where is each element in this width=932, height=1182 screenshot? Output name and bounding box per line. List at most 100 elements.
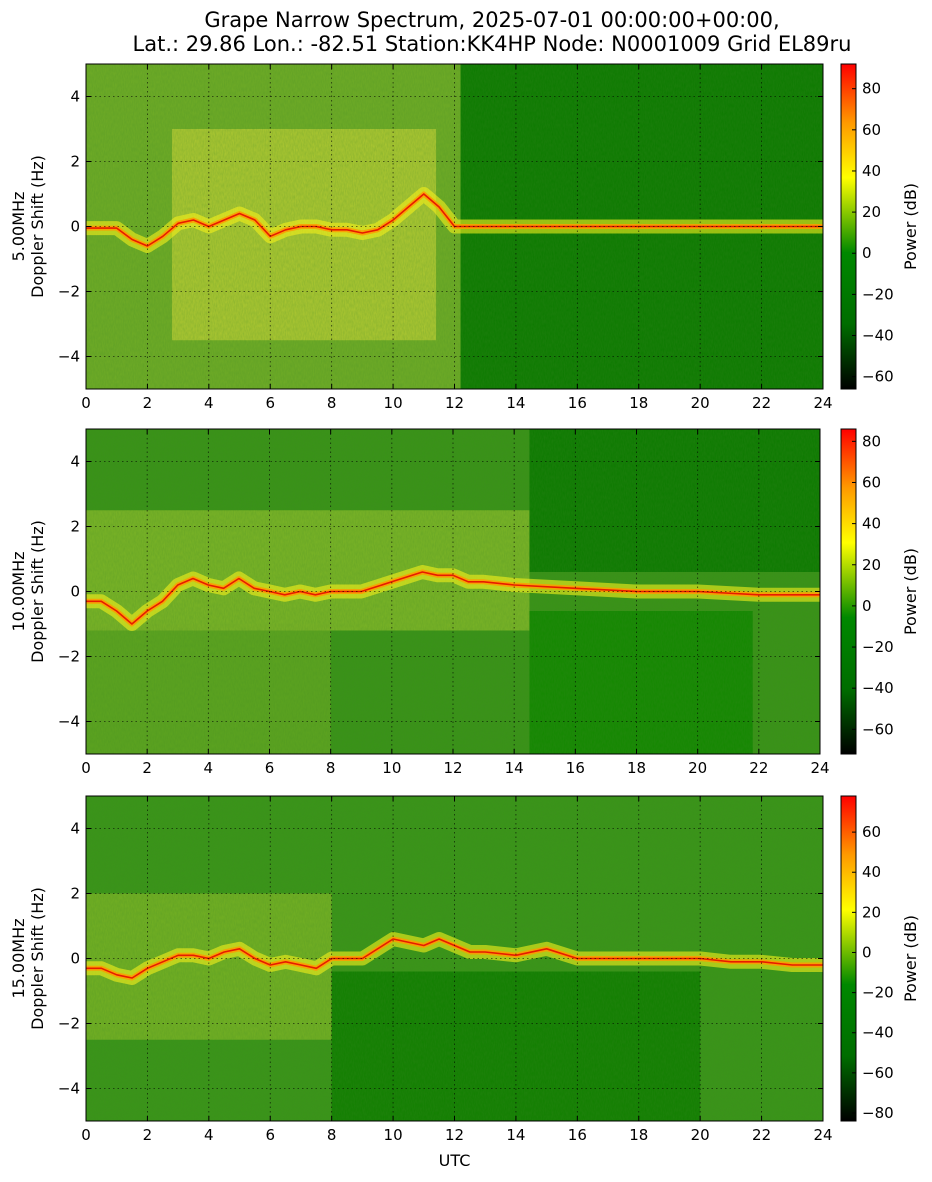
panel-2-x-tick-label: 24	[810, 759, 829, 777]
panel-3-colorbar-tick-label: −60	[862, 1064, 894, 1082]
panel-3-colorbar-tick-label: 60	[862, 823, 881, 841]
panel-1-y-tick-label: −4	[58, 348, 80, 366]
panel-1-x-tick-label: 14	[506, 394, 525, 412]
panel-3-colorbar-tick-label: 0	[862, 943, 872, 961]
panel-3-colorbar-tick-label: 20	[862, 903, 881, 921]
panel-2-colorbar: −60 −40 −20 0 20 40 60 80 Power (dB)	[840, 428, 920, 755]
panel-3-x-tick-label: 0	[81, 1126, 91, 1144]
panel-3-y-axis-label: Doppler Shift (Hz)	[28, 887, 47, 1030]
panel-1-colorbar-tick-label: −40	[862, 327, 894, 345]
panel-3-y-tick-label: −4	[58, 1080, 80, 1098]
panel-2-x-tick-label: 6	[265, 759, 275, 777]
panel-1-x-tick-label: 6	[265, 394, 275, 412]
panel-3-x-tick-label: 12	[445, 1126, 464, 1144]
panel-3-y-tick-label: −2	[58, 1015, 80, 1033]
panel-2-frequency-label: 10.00MHz	[9, 551, 28, 631]
panel-2-x-tick-label: 14	[505, 759, 524, 777]
panel-1-colorbar: −60 −40 −20 0 20 40 60 80 Power (dB)	[840, 63, 920, 390]
panel-1-x-tick-label: 12	[445, 394, 464, 412]
panel-1-frequency-label: 5.00MHz	[9, 192, 28, 262]
panel-1-x-tick-label: 20	[691, 394, 710, 412]
panel-3-colorbar-tick-label: −80	[862, 1104, 894, 1122]
panel-2-grid	[86, 429, 820, 754]
panel-1-colorbar-tick-label: 40	[862, 162, 881, 180]
panel-3-grid	[86, 796, 823, 1121]
panel-1-x-tick-label: 22	[752, 394, 771, 412]
panel-3-x-axis-label: UTC	[439, 1151, 471, 1170]
panel-3-colorbar-label: Power (dB)	[901, 915, 920, 1002]
panel-2-colorbar-tick-label: −20	[862, 638, 894, 656]
panel-3-x-tick-label: 4	[204, 1126, 214, 1144]
panel-1-x-tick-label: 18	[629, 394, 648, 412]
panel-1-y-tick-label: 4	[70, 88, 80, 106]
panel-1-x-tick-label: 24	[813, 394, 832, 412]
panel-1-colorbar-tick-label: 20	[862, 203, 881, 221]
panel-3-x-tick-label: 16	[568, 1126, 587, 1144]
panel-3-y-tick-label: 4	[70, 820, 80, 838]
panel-3-y-tick-label: 0	[70, 950, 80, 968]
panel-1-y-axis-label: Doppler Shift (Hz)	[28, 155, 47, 298]
panel-1-x-tick-label: 0	[81, 394, 91, 412]
panel-1-colorbar-tick-label: −60	[862, 368, 894, 386]
panel-3-plot-area	[86, 796, 823, 1121]
figure-title-line-2: Lat.: 29.86 Lon.: -82.51 Station:KK4HP N…	[133, 32, 852, 56]
panel-2-y-tick-label: −4	[58, 713, 80, 731]
panel-2-y-tick-label: 4	[70, 453, 80, 471]
panel-1-doppler-trace	[86, 193, 823, 247]
panel-3-x-tick-label: 18	[629, 1126, 648, 1144]
panel-2-colorbar-tick-label: 0	[862, 597, 872, 615]
panel-2-y-axis-label: Doppler Shift (Hz)	[28, 520, 47, 663]
panel-1-x-tick-label: 2	[143, 394, 153, 412]
panel-1-x-tick-label: 8	[327, 394, 337, 412]
panel-1-x-tick-label: 4	[204, 394, 214, 412]
figure-title-line-1: Grape Narrow Spectrum, 2025-07-01 00:00:…	[204, 8, 779, 32]
panel-1-colorbar-tick-label: 60	[862, 121, 881, 139]
panel-2-plot-area	[86, 429, 820, 754]
panel-2-colorbar-tick-label: −40	[862, 679, 894, 697]
panel-3-colorbar-tick-label: −40	[862, 1024, 894, 1042]
panel-1-y-tick-label: 0	[70, 218, 80, 236]
panel-3-x-tick-label: 8	[327, 1126, 337, 1144]
panel-3-x-tick-label: 20	[691, 1126, 710, 1144]
panel-3-x-tick-label: 10	[384, 1126, 403, 1144]
panel-1-y-tick-label: 2	[70, 153, 80, 171]
panel-2-y-tick-label: −2	[58, 648, 80, 666]
panel-2-colorbar-tick-label: 80	[862, 432, 881, 450]
panel-2-x-tick-label: 0	[81, 759, 91, 777]
panel-3-colorbar-tick-label: −20	[862, 984, 894, 1002]
panel-2-x-tick-label: 12	[443, 759, 462, 777]
panel-2-x-tick-label: 20	[688, 759, 707, 777]
panel-2-colorbar-label: Power (dB)	[901, 548, 920, 635]
panel-3-x-tick-label: 22	[752, 1126, 771, 1144]
panel-2-x-tick-label: 4	[204, 759, 214, 777]
panel-2-x-tick-label: 8	[326, 759, 336, 777]
panel-3-frequency-label: 15.00MHz	[9, 918, 28, 998]
panel-2-x-tick-label: 10	[382, 759, 401, 777]
panel-1-colorbar-label: Power (dB)	[901, 183, 920, 270]
panel-1-y-tick-label: −2	[58, 283, 80, 301]
panel-3-y-tick-label: 2	[70, 885, 80, 903]
panel-2-x-tick-label: 16	[566, 759, 585, 777]
panel-3-x-tick-label: 6	[265, 1126, 275, 1144]
panel-3-x-tick-label: 24	[813, 1126, 832, 1144]
panel-2-colorbar-tick-label: −60	[862, 720, 894, 738]
panel-1-plot-area	[86, 64, 823, 389]
panel-2-y-tick-label: 2	[70, 518, 80, 536]
panel-2-x-tick-label: 22	[749, 759, 768, 777]
panel-1-colorbar-tick-label: 80	[862, 80, 881, 98]
panel-2-x-tick-label: 2	[142, 759, 152, 777]
panel-1-x-tick-label: 10	[384, 394, 403, 412]
panel-2-colorbar-tick-label: 40	[862, 515, 881, 533]
panel-1-x-tick-label: 16	[568, 394, 587, 412]
panel-3-colorbar: −80 −60 −40 −20 0 20 40 60 Power (dB)	[840, 795, 920, 1122]
panel-3-x-tick-label: 2	[143, 1126, 153, 1144]
panel-2-colorbar-tick-label: 20	[862, 556, 881, 574]
panel-3-colorbar-tick-label: 40	[862, 863, 881, 881]
panel-2-x-tick-label: 18	[627, 759, 646, 777]
